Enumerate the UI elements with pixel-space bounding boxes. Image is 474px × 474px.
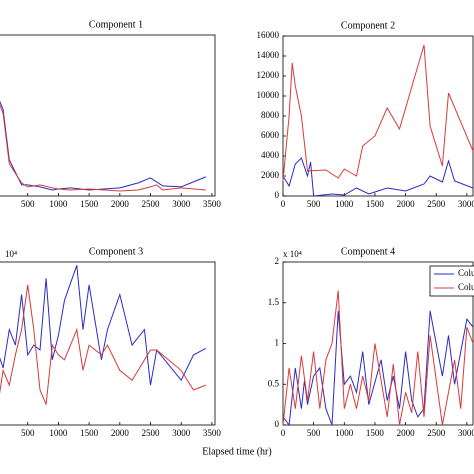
y-tick-label: 12000 [257, 70, 280, 80]
x-tick-label: 500 [307, 199, 321, 209]
x-tick-label: 3500 [203, 199, 222, 209]
y-tick-label: 14000 [257, 50, 280, 60]
y-tick-label: 2000 [261, 170, 280, 180]
x-tick-label: 1500 [80, 428, 99, 438]
x-tick-label: 1000 [49, 428, 68, 438]
chart-title: Component 3 [89, 246, 143, 257]
x-tick-label: 2000 [111, 199, 130, 209]
x-tick-label: 0 [281, 199, 286, 209]
x-tick-label: 1500 [366, 428, 385, 438]
x-tick-label: 1000 [49, 199, 68, 209]
x-axis-label: Elapsed time (hr) [202, 446, 271, 457]
x-tick-label: 3000 [458, 428, 474, 438]
chart-title: Component 4 [341, 246, 395, 257]
x-tick-label: 2500 [427, 199, 446, 209]
x-tick-label: 2000 [111, 428, 130, 438]
y-tick-label: 8000 [261, 110, 280, 120]
x-tick-label: 2000 [397, 199, 416, 209]
x-tick-label: 1000 [335, 199, 354, 209]
x-tick-label: 500 [307, 428, 321, 438]
y-multiplier: 10⁴ [5, 249, 17, 259]
legend-box [429, 265, 474, 297]
plot-frame [0, 261, 216, 426]
chart-title: Component 1 [89, 19, 143, 30]
x-tick-label: 1500 [366, 199, 385, 209]
series-line [282, 44, 474, 182]
series-line [0, 284, 206, 405]
y-tick-label: 0.5 [268, 378, 280, 388]
x-tick-label: 0 [281, 428, 286, 438]
x-tick-label: 500 [21, 428, 35, 438]
y-multiplier: x 10⁴ [283, 249, 302, 259]
x-tick-label: 2000 [397, 428, 416, 438]
legend-label: Colu [458, 282, 474, 292]
series-line [282, 290, 474, 426]
x-tick-label: 3000 [172, 199, 191, 209]
series-line [0, 265, 207, 386]
x-tick-label: 2500 [427, 428, 446, 438]
x-tick-label: 500 [21, 199, 35, 209]
y-tick-label: 2 [275, 256, 280, 266]
y-tick-label: 16000 [257, 30, 280, 40]
chart-title: Component 2 [341, 20, 395, 31]
x-tick-label: 2500 [142, 428, 161, 438]
x-tick-label: 3500 [203, 428, 222, 438]
y-tick-label: 1 [275, 338, 280, 348]
y-tick-label: 6000 [261, 130, 280, 140]
series-line [0, 100, 206, 191]
series-line [282, 310, 474, 427]
legend-label: Colu [458, 268, 474, 278]
series-line [0, 103, 206, 192]
x-tick-label: 2500 [142, 199, 161, 209]
y-tick-label: 10000 [257, 90, 280, 100]
y-tick-label: 1.5 [268, 297, 280, 307]
series-line [282, 157, 474, 197]
x-tick-label: 1000 [335, 428, 354, 438]
y-tick-label: 4000 [261, 150, 280, 160]
x-tick-label: 3000 [458, 199, 474, 209]
plot-frame [0, 34, 216, 197]
x-tick-label: 1500 [80, 199, 99, 209]
x-tick-label: 3000 [172, 428, 191, 438]
y-tick-label: 0 [275, 419, 280, 429]
y-tick-label: 0 [275, 190, 280, 200]
